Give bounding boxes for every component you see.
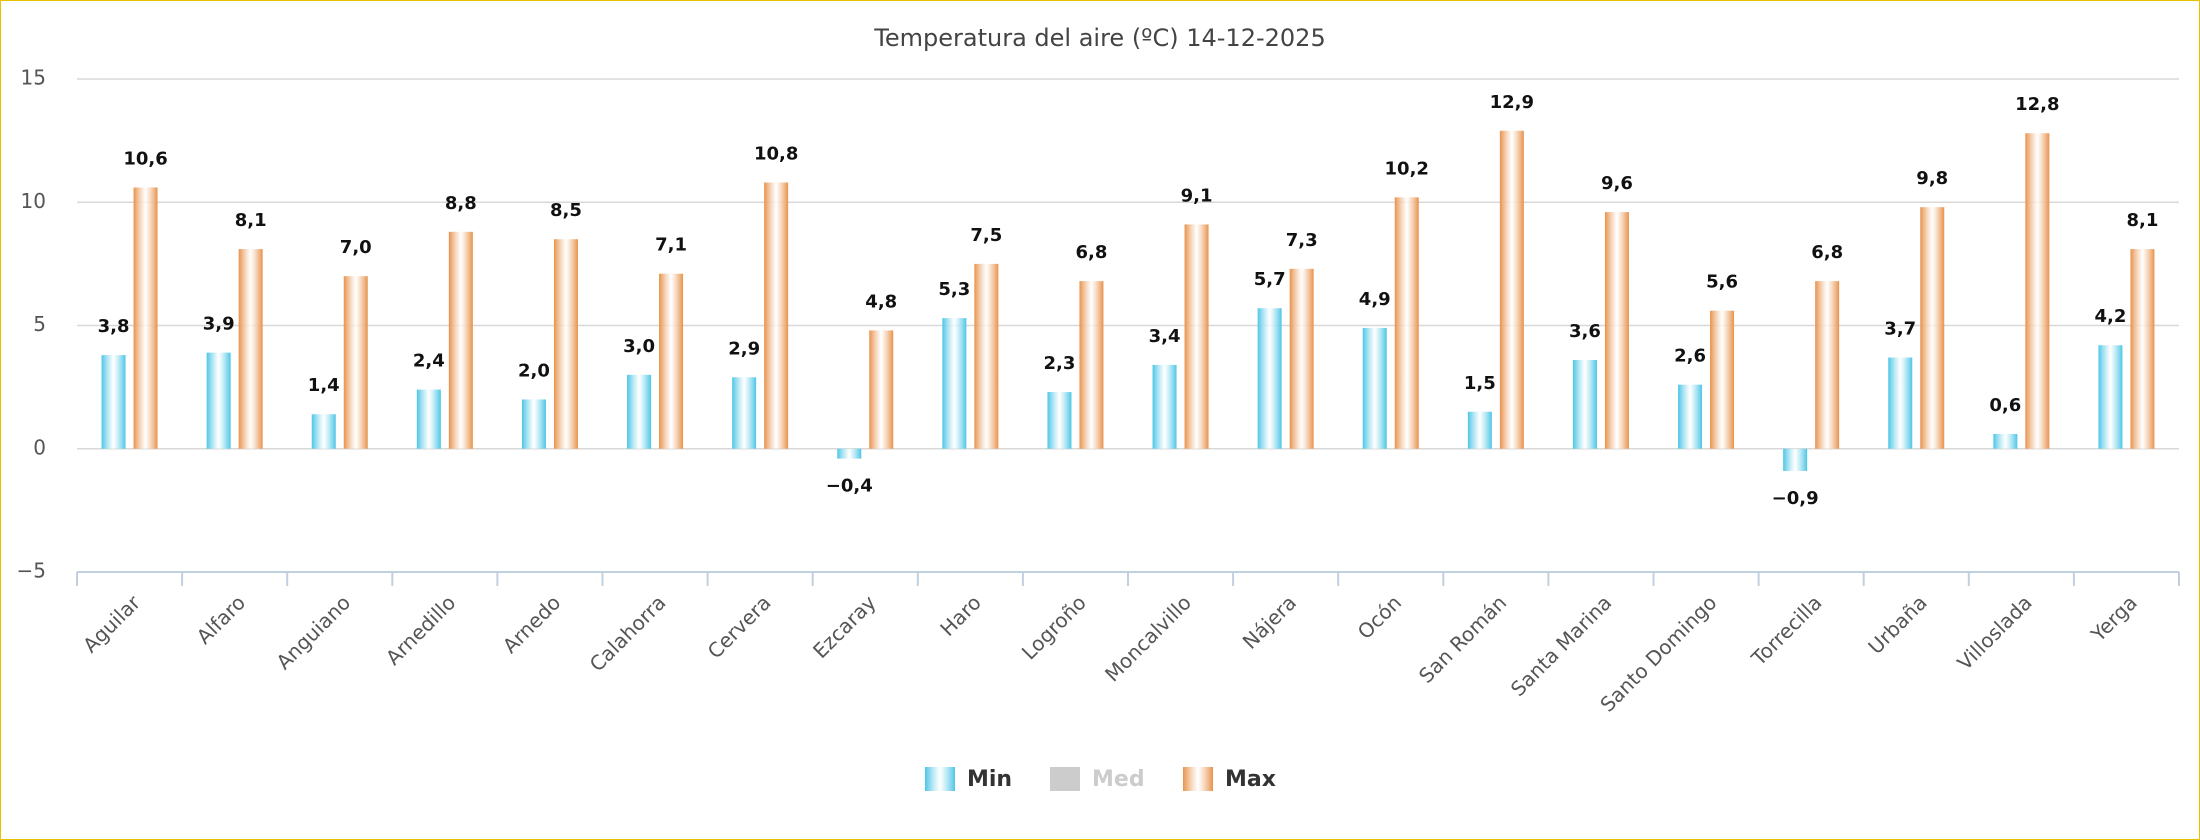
data-label: 8,5 — [550, 200, 582, 221]
bar — [1394, 197, 1419, 449]
bar — [974, 263, 999, 449]
data-label: 6,8 — [1811, 242, 1843, 263]
bar — [1467, 411, 1492, 449]
data-label: 2,4 — [413, 351, 445, 372]
legend-label: Med — [1092, 767, 1145, 792]
data-label: 1,5 — [1464, 373, 1496, 394]
data-label: 9,1 — [1181, 185, 1213, 206]
data-label: 12,9 — [1490, 92, 1534, 113]
data-label: −0,9 — [1772, 488, 1819, 509]
bar — [2098, 345, 2123, 449]
data-label: 6,8 — [1076, 242, 1108, 263]
bar — [2130, 249, 2155, 449]
data-label: 7,0 — [340, 237, 372, 258]
bar — [1047, 392, 1072, 449]
legend-label: Max — [1225, 767, 1276, 792]
data-label: 4,8 — [865, 291, 897, 312]
legend-swatch — [1183, 767, 1213, 791]
bar — [1079, 281, 1104, 449]
data-label: 7,1 — [655, 235, 687, 256]
bar — [764, 182, 789, 449]
bar — [1572, 360, 1597, 449]
bar — [1783, 448, 1808, 471]
bar — [416, 389, 441, 449]
bar — [869, 330, 894, 449]
data-label: 3,4 — [1149, 326, 1181, 347]
data-label: 3,8 — [98, 316, 130, 337]
bar — [659, 273, 684, 449]
y-tick-label: 15 — [21, 66, 46, 90]
data-label: 7,5 — [970, 225, 1002, 246]
bar — [238, 249, 263, 449]
bar — [627, 374, 652, 449]
data-label: 2,6 — [1674, 346, 1706, 367]
data-label: 2,0 — [518, 360, 550, 381]
data-label: 3,9 — [203, 314, 235, 335]
data-label: 9,8 — [1916, 168, 1948, 189]
chart-title: Temperatura del aire (ºC) 14-12-2025 — [873, 24, 1325, 52]
data-label: 8,8 — [445, 193, 477, 214]
bar — [837, 448, 862, 459]
data-label: 10,2 — [1385, 158, 1429, 179]
data-label: 3,6 — [1569, 321, 1601, 342]
bar — [101, 355, 126, 449]
bar — [521, 399, 546, 449]
data-label: 5,7 — [1254, 269, 1286, 290]
bar — [1993, 433, 2018, 449]
bar — [448, 231, 473, 449]
y-tick-label: −5 — [17, 559, 46, 583]
bar — [2025, 133, 2050, 449]
bar — [1499, 130, 1524, 449]
legend-swatch — [925, 767, 955, 791]
bar — [1289, 268, 1314, 449]
data-label: 10,8 — [754, 144, 798, 165]
data-label: 8,1 — [235, 210, 267, 231]
data-label: 3,7 — [1884, 319, 1916, 340]
bar — [1604, 212, 1629, 449]
data-label: 9,6 — [1601, 173, 1633, 194]
bar — [311, 414, 336, 449]
bar — [942, 318, 967, 449]
data-label: 2,3 — [1044, 353, 1076, 374]
y-tick-label: 10 — [21, 189, 46, 213]
bar — [343, 276, 368, 449]
bar — [206, 352, 231, 449]
data-label: 4,9 — [1359, 289, 1391, 310]
y-tick-label: 0 — [33, 435, 46, 459]
bar — [133, 187, 158, 449]
bar — [1152, 364, 1177, 449]
bar — [1184, 224, 1209, 449]
legend-swatch — [1050, 767, 1080, 791]
legend-label: Min — [967, 767, 1012, 792]
data-label: 12,8 — [2015, 94, 2059, 115]
bar — [1257, 308, 1282, 449]
bar — [1888, 357, 1913, 449]
bar — [553, 239, 578, 449]
bar — [1815, 281, 1840, 449]
data-label: 4,2 — [2095, 306, 2127, 327]
data-label: 2,9 — [728, 338, 760, 359]
data-label: 10,6 — [123, 148, 167, 169]
data-label: 1,4 — [308, 375, 340, 396]
y-tick-label: 5 — [33, 312, 46, 336]
data-label: 0,6 — [1989, 395, 2021, 416]
data-label: 5,6 — [1706, 272, 1738, 293]
bar — [1678, 384, 1703, 449]
data-label: 7,3 — [1286, 230, 1318, 251]
bar — [1362, 327, 1387, 449]
bar — [1710, 310, 1735, 449]
data-label: 5,3 — [938, 279, 970, 300]
data-label: 8,1 — [2127, 210, 2159, 231]
data-label: −0,4 — [826, 476, 873, 497]
bar — [1920, 207, 1945, 449]
bar — [732, 377, 757, 449]
data-label: 3,0 — [623, 336, 655, 357]
